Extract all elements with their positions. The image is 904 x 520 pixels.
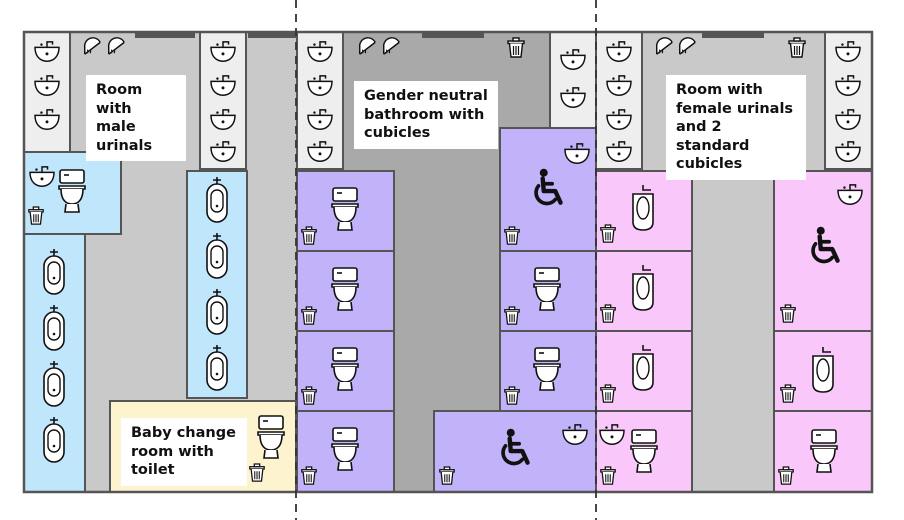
bin-icon xyxy=(778,466,794,485)
bin-icon xyxy=(249,463,265,482)
bin-icon xyxy=(600,466,616,485)
bin-icon xyxy=(28,206,44,225)
bin-icon xyxy=(780,304,796,323)
bin-icon xyxy=(507,37,525,58)
bin-icon xyxy=(504,386,520,405)
bin-icon xyxy=(600,384,616,403)
bin-icon xyxy=(301,306,317,325)
bin-icon xyxy=(788,37,806,58)
label-baby-room: Baby change room with toilet xyxy=(121,418,247,486)
bin-icon xyxy=(301,386,317,405)
bin-icon xyxy=(301,226,317,245)
bin-icon xyxy=(600,224,616,243)
label-female-room: Room with female urinals and 2 standard … xyxy=(666,75,806,180)
label-neutral-room: Gender neutral bathroom with cubicles xyxy=(354,81,498,149)
bin-icon xyxy=(504,226,520,245)
wall-vents xyxy=(135,32,764,38)
bin-icon xyxy=(780,384,796,403)
neutral-sink-area-right xyxy=(549,31,597,129)
bin-icon xyxy=(439,466,455,485)
bin-icon xyxy=(600,304,616,323)
bin-icon xyxy=(301,466,317,485)
bin-icon xyxy=(504,306,520,325)
label-male-room: Room with male urinals xyxy=(86,75,186,161)
